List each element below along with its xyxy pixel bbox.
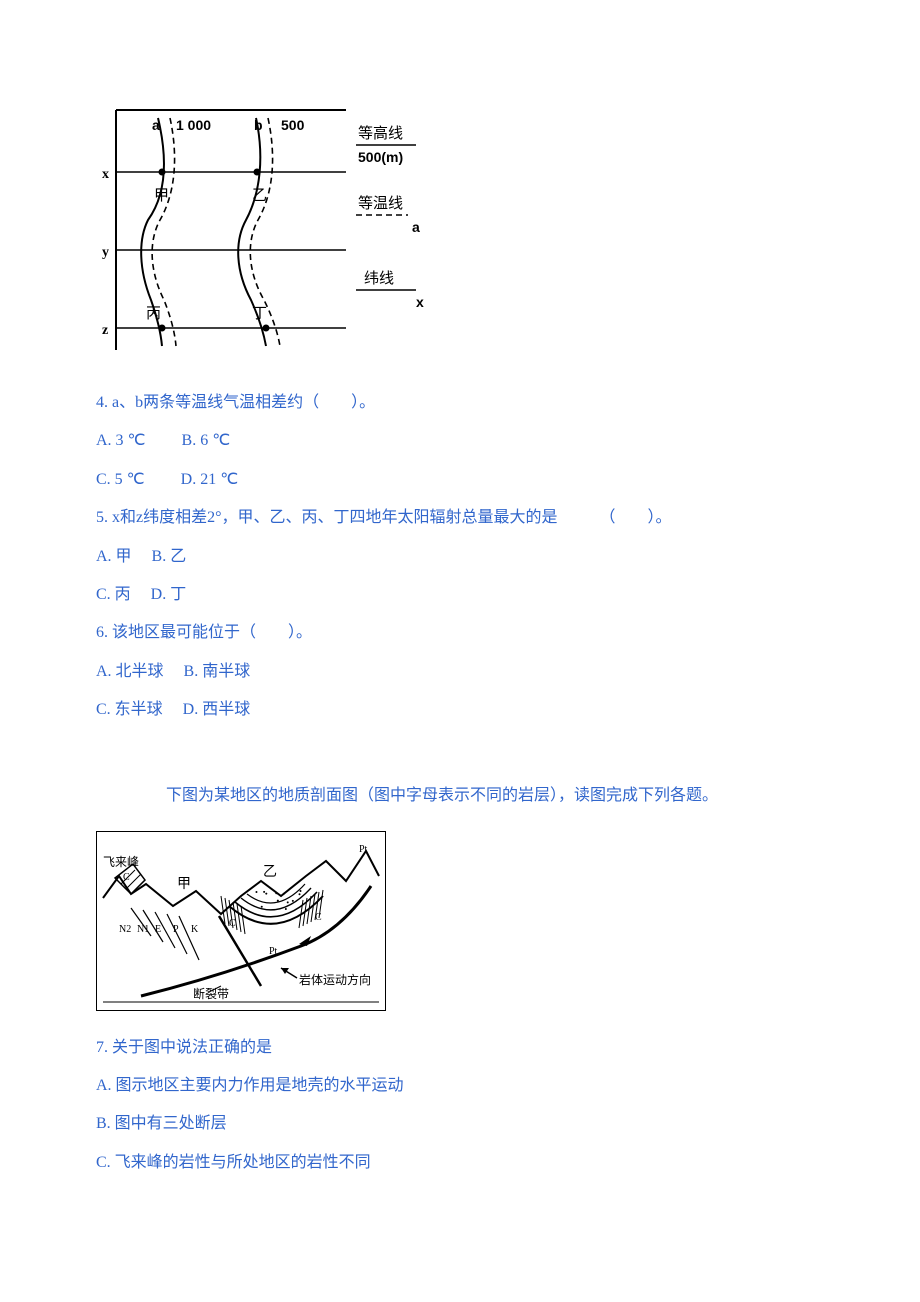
figure-2: 飞来峰C甲N2N1EPK乙CCPtPt断裂带岩体运动方向 [96, 831, 824, 1011]
q7-optC: C. 飞来峰的岩性与所处地区的岩性不同 [96, 1144, 824, 1182]
q4-opts-1: A. 3 ℃ B. 6 ℃ [96, 422, 824, 460]
q4-stem: 4. a、b两条等温线气温相差约（ ）。 [96, 384, 824, 422]
svg-text:C: C [123, 872, 130, 883]
svg-text:P: P [173, 924, 179, 935]
figure-1: x y z a 1 000 b 500 甲 乙丙 丁 等高线 500(m) 等温线 a 纬线 x [96, 100, 824, 360]
figure-2-border: 飞来峰C甲N2N1EPK乙CCPtPt断裂带岩体运动方向 [96, 831, 386, 1011]
svg-text:丁: 丁 [252, 306, 267, 322]
q6-opts-2: C. 东半球 D. 西半球 [96, 691, 824, 729]
q5-stem-b: （ ）。 [600, 509, 672, 526]
q4-opts-2: C. 5 ℃ D. 21 ℃ [96, 461, 824, 499]
svg-text:Pt: Pt [359, 844, 368, 855]
svg-text:岩体运动方向: 岩体运动方向 [299, 972, 371, 987]
svg-text:a: a [152, 117, 160, 133]
svg-text:a: a [412, 219, 420, 235]
svg-text:乙: 乙 [263, 864, 277, 880]
q5-opts-1: A. 甲 B. 乙 [96, 538, 824, 576]
svg-text:乙: 乙 [252, 188, 267, 204]
svg-text:E: E [155, 924, 161, 935]
svg-text:甲: 甲 [154, 188, 169, 204]
svg-text:1 000: 1 000 [176, 117, 211, 133]
geology-section-svg: 飞来峰C甲N2N1EPK乙CCPtPt断裂带岩体运动方向 [101, 836, 381, 1006]
svg-text:N1: N1 [137, 924, 149, 935]
q5-stem: 5. x和z纬度相差2°，甲、乙、丙、丁四地年太阳辐射总量最大的是 （ ）。 [96, 499, 824, 537]
svg-text:飞来峰: 飞来峰 [103, 855, 139, 869]
svg-text:y: y [102, 245, 109, 260]
svg-text:x: x [416, 294, 424, 310]
svg-text:C: C [229, 918, 236, 929]
svg-text:丙: 丙 [146, 306, 161, 322]
svg-text:等高线: 等高线 [358, 124, 403, 142]
q6-opts-1: A. 北半球 B. 南半球 [96, 653, 824, 691]
svg-text:N2: N2 [119, 924, 131, 935]
intro-fig2: 下图为某地区的地质剖面图（图中字母表示不同的岩层），读图完成下列各题。 [166, 778, 824, 813]
q5-stem-a: 5. x和z纬度相差2°，甲、乙、丙、丁四地年太阳辐射总量最大的是 [96, 509, 558, 526]
contour-map-svg: x y z a 1 000 b 500 甲 乙丙 丁 等高线 500(m) 等温线 a 纬线 x [96, 100, 426, 360]
page: xyza1 000b500甲乙丙丁等高线500(m)等温线a纬线x 4. a、b… [0, 0, 920, 1182]
svg-text:纬线: 纬线 [364, 270, 394, 287]
q7-optB: B. 图中有三处断层 [96, 1105, 824, 1143]
q5-opts-2: C. 丙 D. 丁 [96, 576, 824, 614]
svg-text:500: 500 [281, 117, 305, 133]
svg-text:甲: 甲 [177, 877, 191, 892]
q7-stem: 7. 关于图中说法正确的是 [96, 1029, 824, 1067]
svg-text:b: b [254, 117, 263, 133]
q7-optA: A. 图示地区主要内力作用是地壳的水平运动 [96, 1067, 824, 1105]
svg-text:断裂带: 断裂带 [193, 986, 229, 1001]
svg-text:等温线: 等温线 [358, 194, 403, 212]
svg-text:C: C [315, 912, 322, 923]
svg-text:z: z [102, 323, 108, 338]
svg-text:K: K [191, 924, 199, 935]
svg-text:x: x [102, 167, 109, 182]
svg-text:500(m): 500(m) [358, 149, 403, 165]
q6-stem: 6. 该地区最可能位于（ ）。 [96, 614, 824, 652]
